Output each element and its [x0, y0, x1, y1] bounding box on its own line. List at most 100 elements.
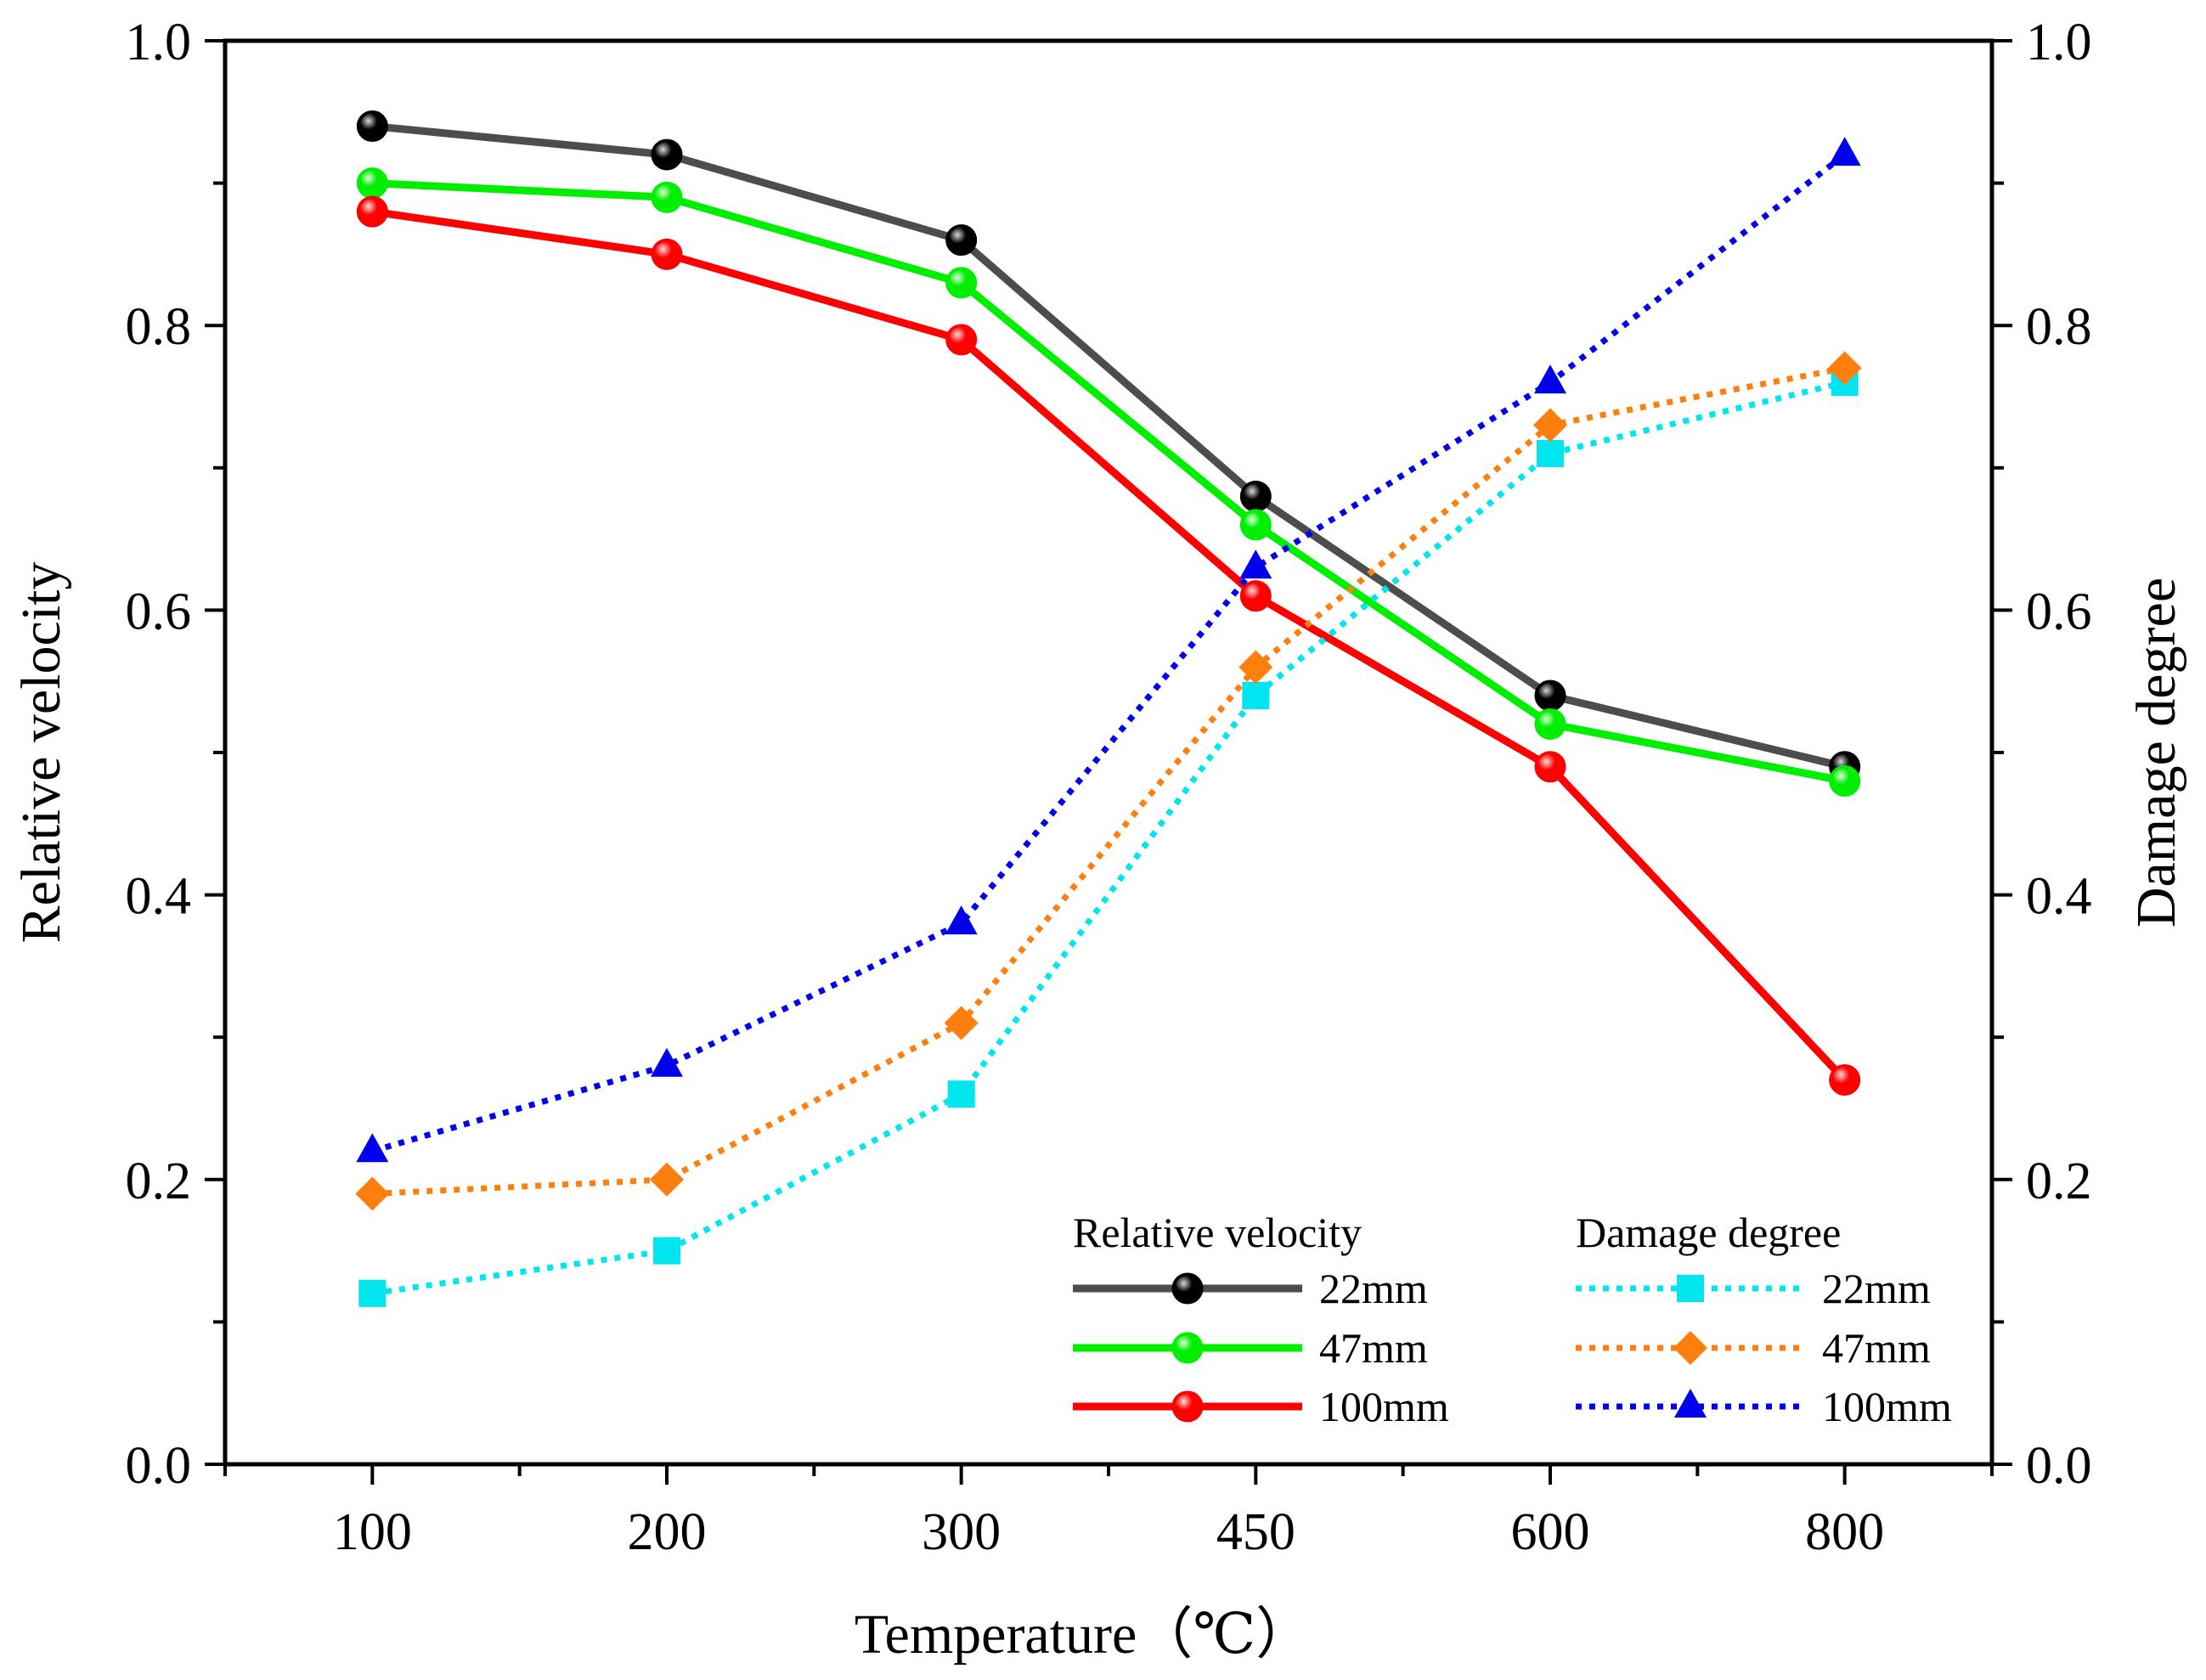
series-line-rv100 — [371, 207, 1848, 1083]
legend-marker-dd100 — [1674, 1389, 1707, 1418]
data-point-rv47 — [1534, 708, 1566, 740]
legend-marker-rv100 — [1171, 1390, 1204, 1423]
y-tick-label: 0.6 — [126, 583, 192, 640]
data-point-rv22-highlight — [948, 227, 974, 253]
y2-tick-label: 1.0 — [2026, 14, 2092, 71]
legend-label-dd47: 47mm — [1822, 1324, 1931, 1372]
series-lines — [371, 122, 1848, 1297]
data-point-rv47-highlight — [1831, 768, 1858, 794]
legend-label-rv22: 22mm — [1319, 1265, 1428, 1312]
legend-entry-rv100: 100mm — [1073, 1383, 1449, 1430]
series-markers — [355, 110, 1862, 1307]
data-point-dd22 — [1537, 440, 1564, 468]
legend-entry-rv22: 22mm — [1073, 1265, 1428, 1312]
data-point-rv47 — [356, 167, 388, 200]
legend-marker-dd47 — [1673, 1331, 1707, 1365]
y2-tick-labels: 0.0 0.2 0.4 0.6 0.8 1.0 — [2026, 14, 2092, 1495]
legend-marker-rv47-highlight — [1175, 1335, 1200, 1361]
data-point-rv22-highlight — [1537, 682, 1563, 708]
data-point-dd100-shape — [651, 1047, 683, 1077]
data-point-rv100-highlight — [1243, 583, 1269, 609]
y2-tick-label: 0.6 — [2026, 583, 2092, 640]
legend-entry-dd100: 100mm — [1576, 1383, 1952, 1430]
data-point-rv22 — [356, 110, 388, 143]
data-point-dd100-shape — [945, 905, 978, 935]
data-point-rv47-highlight — [359, 170, 386, 196]
x-axis-title: Temperature（℃） — [855, 1604, 1312, 1666]
data-point-rv47 — [651, 181, 683, 213]
data-point-dd100 — [1534, 364, 1566, 394]
series-line-rv47 — [372, 179, 1846, 785]
data-point-rv100 — [1534, 751, 1566, 783]
data-point-dd22-shape — [947, 1080, 975, 1108]
y2-tick-label: 0.0 — [2026, 1437, 2092, 1495]
legend-title-damage-degree: Damage degree — [1576, 1209, 1841, 1256]
legend-marker-dd100-shape — [1674, 1389, 1707, 1418]
legend-label-rv100: 100mm — [1319, 1383, 1449, 1430]
data-point-dd22 — [358, 1279, 386, 1307]
legend-title-relative-velocity: Relative velocity — [1073, 1209, 1362, 1256]
series-line-dd100 — [371, 152, 1847, 1154]
data-point-dd47 — [1827, 351, 1862, 386]
data-point-rv47-highlight — [1243, 511, 1269, 538]
data-point-rv22 — [1239, 480, 1272, 512]
data-point-rv22-highlight — [359, 113, 386, 139]
y2-tick-label: 0.2 — [2026, 1153, 2092, 1210]
y-tick-labels: 0.0 0.2 0.4 0.6 0.8 1.0 — [126, 14, 192, 1495]
data-point-dd47-shape — [650, 1162, 684, 1197]
legend-label-rv47: 47mm — [1319, 1324, 1428, 1372]
data-point-rv47-highlight — [654, 184, 680, 211]
y-tick-label: 0.0 — [126, 1437, 192, 1495]
data-point-rv47 — [1239, 509, 1272, 541]
data-point-rv100 — [1239, 580, 1272, 612]
axis-ticks — [205, 39, 2012, 1485]
data-point-dd100-shape — [356, 1133, 389, 1163]
data-point-dd100 — [356, 1133, 389, 1163]
data-point-dd47-shape — [944, 1006, 979, 1040]
legend-entry-dd47: 47mm — [1576, 1324, 1931, 1372]
data-point-dd100 — [651, 1047, 683, 1077]
legend-marker-dd22-shape — [1677, 1275, 1704, 1302]
data-point-rv100-highlight — [1831, 1067, 1858, 1093]
legend-marker-rv22-highlight — [1175, 1276, 1200, 1301]
data-point-rv100 — [1829, 1063, 1861, 1096]
data-point-rv22-highlight — [1243, 483, 1269, 510]
data-point-rv47 — [945, 267, 978, 299]
x-tick-label: 800 — [1805, 1503, 1884, 1561]
data-point-rv22 — [651, 138, 683, 171]
data-point-dd100 — [1828, 137, 1861, 166]
x-tick-label: 450 — [1216, 1503, 1295, 1561]
data-point-rv22-highlight — [654, 142, 680, 168]
data-point-dd47 — [650, 1162, 684, 1197]
legend: Relative velocity Damage degree 22mm 47mm… — [1073, 1209, 1952, 1430]
data-point-rv100-highlight — [1537, 753, 1563, 780]
data-point-dd47 — [944, 1006, 979, 1040]
data-point-rv100-highlight — [654, 241, 680, 268]
data-point-rv22 — [945, 224, 978, 257]
legend-label-dd100: 100mm — [1822, 1383, 1952, 1430]
data-point-rv47 — [1829, 765, 1861, 798]
data-point-rv22 — [1534, 679, 1566, 712]
series-line-dd47 — [372, 365, 1846, 1198]
y2-tick-label: 0.4 — [2026, 868, 2092, 926]
series-line-dd22 — [371, 379, 1846, 1297]
data-point-dd47-shape — [1533, 408, 1567, 443]
legend-entry-rv47: 47mm — [1073, 1324, 1428, 1372]
y-tick-label: 1.0 — [126, 14, 192, 71]
data-point-rv100 — [651, 238, 683, 270]
data-point-dd47 — [1238, 650, 1273, 685]
legend-entries: 22mm 47mm 100mm 22mm 47mm 100mm — [1073, 1265, 1952, 1430]
data-point-dd47-shape — [1827, 351, 1862, 386]
legend-marker-rv100-highlight — [1175, 1394, 1200, 1419]
data-point-dd47-shape — [1238, 650, 1273, 685]
data-point-dd22-shape — [358, 1279, 386, 1307]
data-point-rv47-highlight — [1537, 711, 1563, 737]
x-tick-labels: 100 200 300 450 600 800 — [333, 1503, 1884, 1561]
legend-marker-dd22 — [1677, 1275, 1704, 1302]
legend-marker-dd47-shape — [1673, 1331, 1707, 1365]
data-point-dd22-shape — [1242, 681, 1270, 709]
data-point-rv47-highlight — [948, 269, 974, 296]
x-tick-label: 300 — [922, 1503, 1001, 1561]
data-point-rv100-highlight — [359, 199, 386, 225]
data-point-dd100-shape — [1239, 550, 1272, 579]
